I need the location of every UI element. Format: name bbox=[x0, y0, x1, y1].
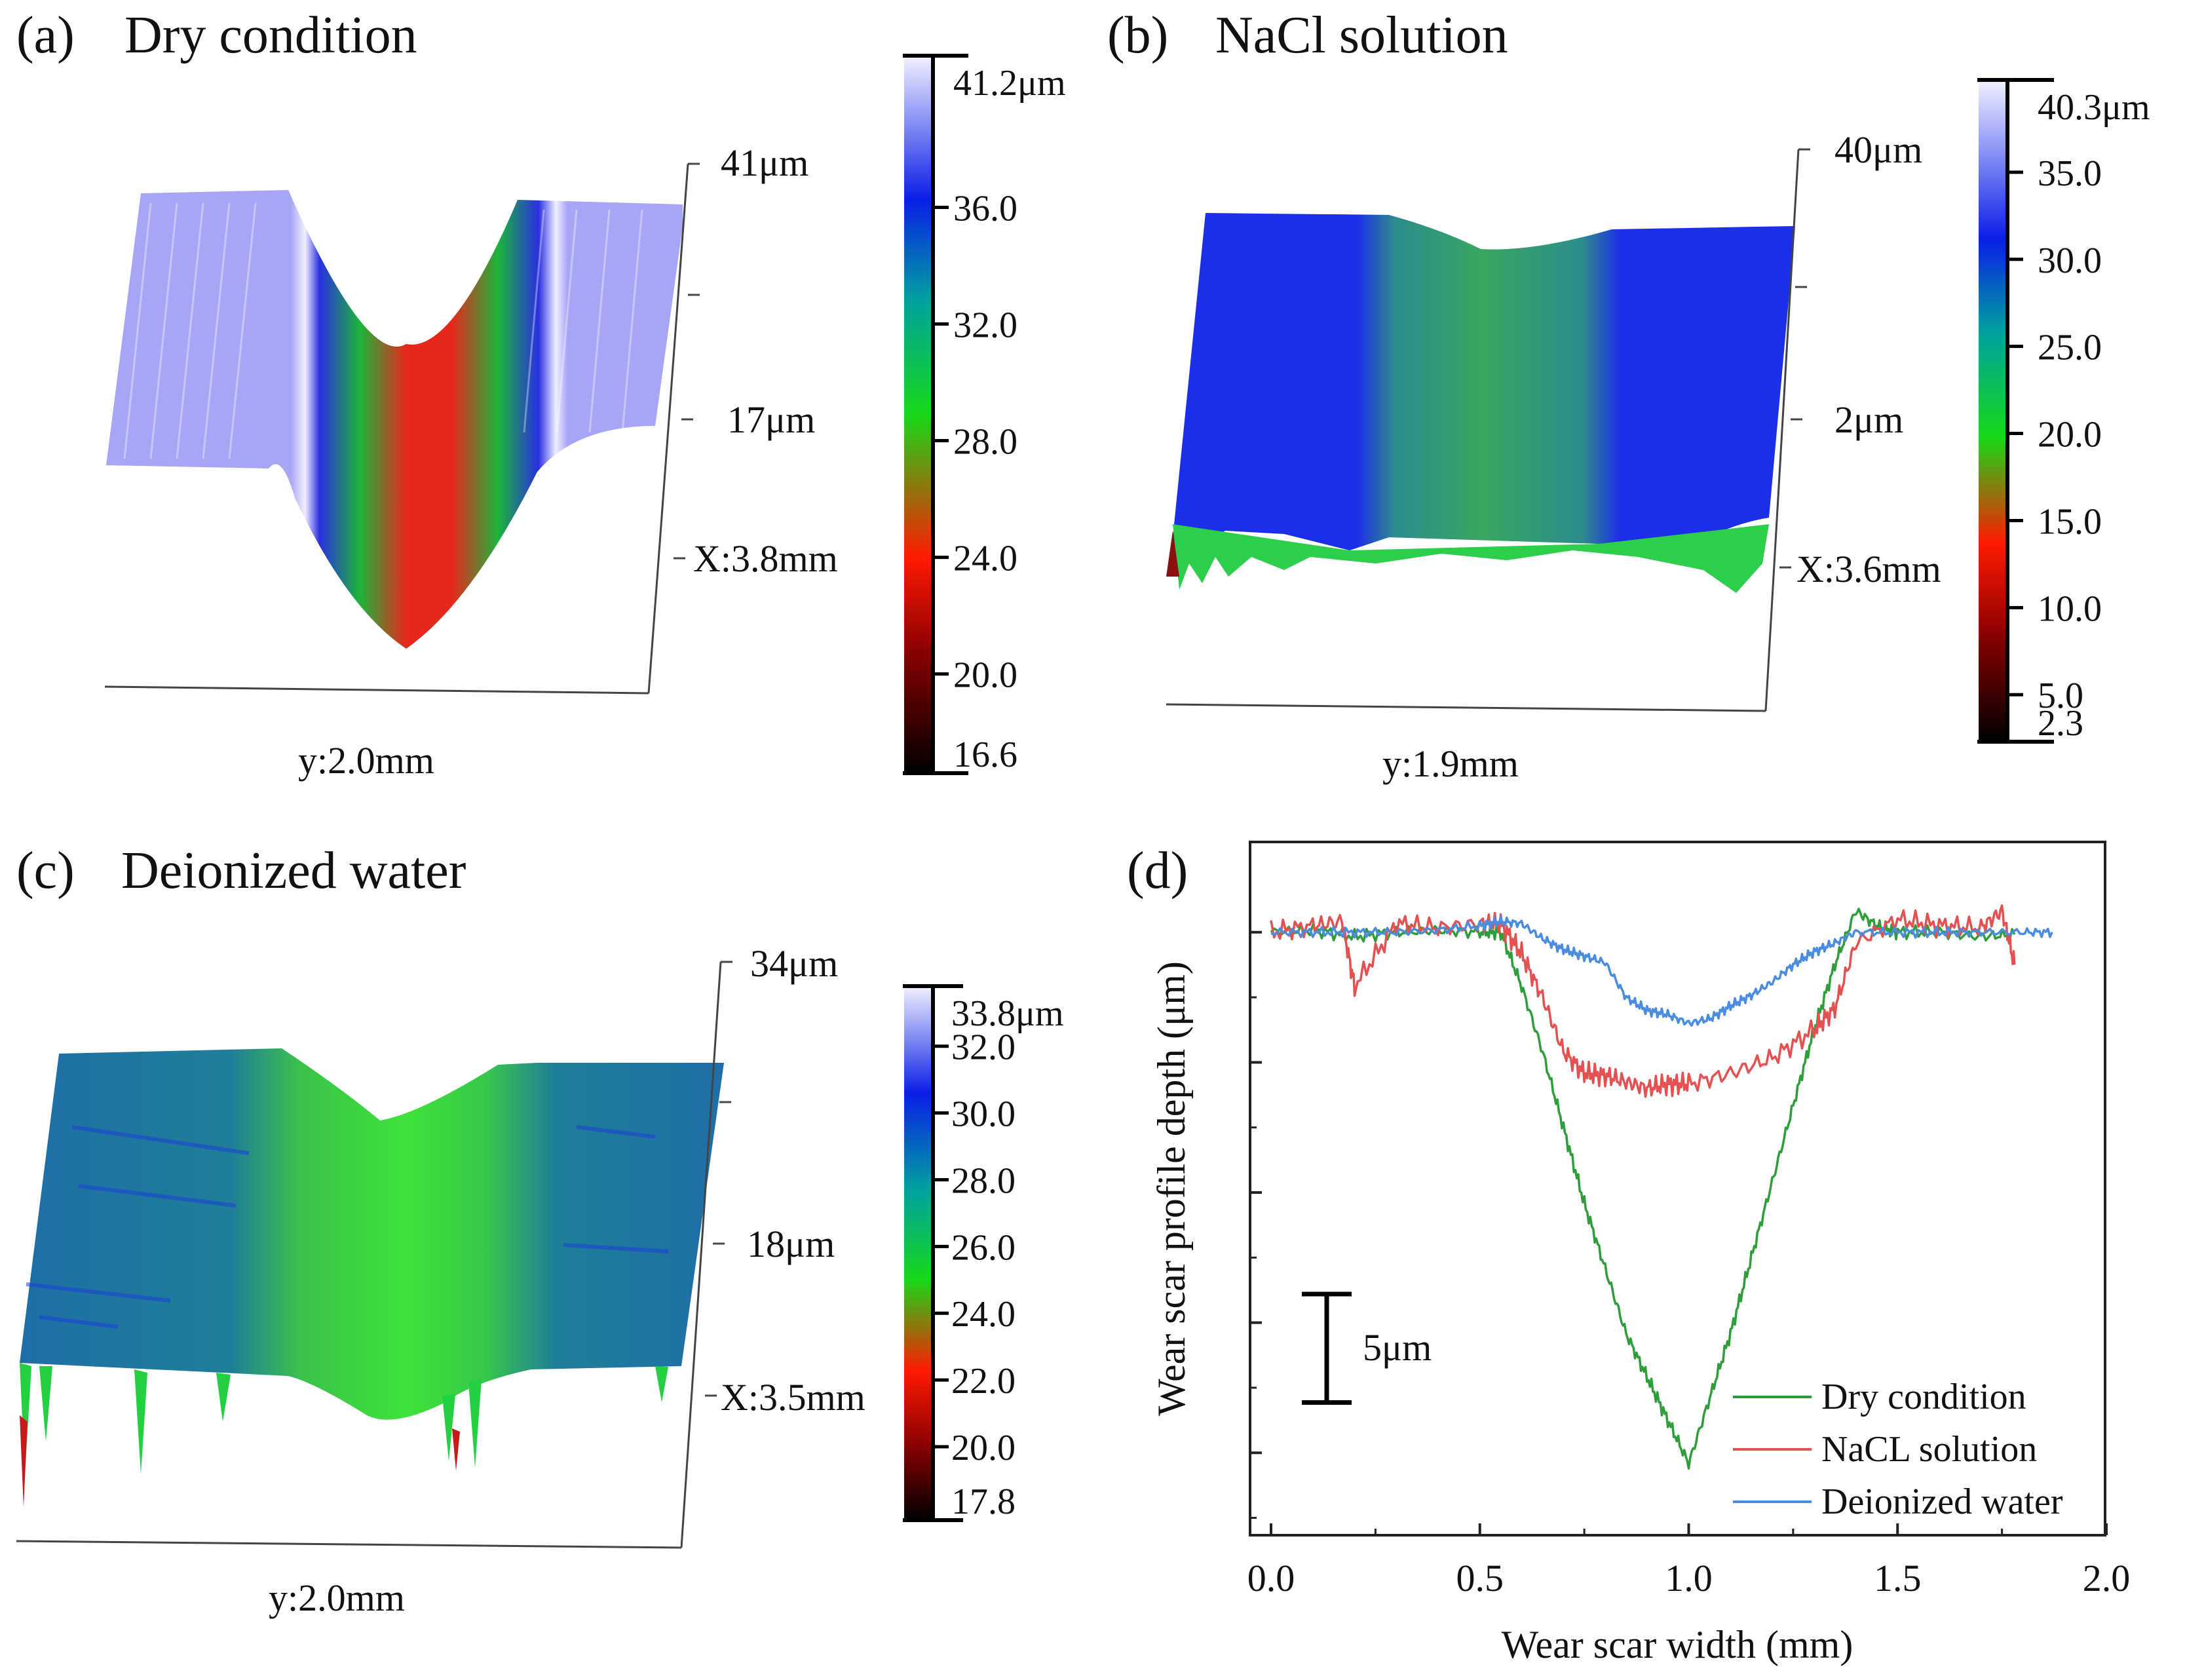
panel-c-letter: (c) bbox=[16, 842, 75, 900]
panel-d-x-axis-title: Wear scar width (mm) bbox=[1502, 1623, 1853, 1666]
panel-c-red-spikes bbox=[20, 1415, 460, 1507]
panel-b-colorbar-tick-label: 20.0 bbox=[2038, 415, 2102, 455]
panel-c-colorbar-max-label: 33.8μm bbox=[951, 993, 1064, 1034]
panel-b-z-mid: 2μm bbox=[1834, 398, 1903, 441]
panel-c-colorbar-tick-label: 30.0 bbox=[951, 1094, 1016, 1135]
panel-a-colorbar-tick-label: 20.0 bbox=[953, 655, 1017, 696]
panel-c: (c) Deionized water 34μm 18μm X:3.5mm y:… bbox=[16, 842, 1064, 1619]
panel-d-x-tick-label: 0.5 bbox=[1456, 1557, 1504, 1599]
panel-b-colorbar-tick-label: 35.0 bbox=[2038, 153, 2102, 194]
panel-c-title: Deionized water bbox=[121, 842, 466, 900]
panel-b-surface bbox=[1169, 213, 1795, 570]
panel-c-z-mid: 18μm bbox=[747, 1223, 835, 1265]
panel-b-colorbar-tick-label: 25.0 bbox=[2038, 328, 2102, 368]
panel-a-title: Dry condition bbox=[124, 7, 417, 64]
panel-c-colorbar-tick-label: 24.0 bbox=[951, 1294, 1016, 1335]
panel-c-y-label: y:2.0mm bbox=[269, 1576, 405, 1619]
panel-d-scale-bar-label: 5μm bbox=[1363, 1326, 1432, 1369]
panel-a-colorbar-tick-label: 36.0 bbox=[953, 188, 1017, 229]
panel-c-z-top: 34μm bbox=[750, 942, 838, 985]
panel-a-z-mid: 17μm bbox=[727, 398, 815, 441]
panel-a-colorbar-tick-label: 16.6 bbox=[953, 735, 1017, 775]
panel-a-y-label: y:2.0mm bbox=[298, 739, 434, 782]
panel-a-axes bbox=[104, 162, 700, 695]
panel-b-colorbar-max-label: 40.3μm bbox=[2038, 87, 2150, 128]
panel-d-letter: (d) bbox=[1127, 842, 1188, 900]
panel-d: (d) 0.0 0.5 1.0 1.5 2.0 Wear scar width (mm)… bbox=[1127, 841, 2131, 1666]
panel-c-x-label: X:3.5mm bbox=[721, 1376, 865, 1419]
panel-a-colorbar-tick-label: 28.0 bbox=[953, 422, 1017, 463]
panel-b-spike bbox=[1166, 531, 1179, 577]
panel-d-plot-frame bbox=[1249, 841, 2106, 1537]
panel-c-colorbar-tick-label: 22.0 bbox=[951, 1361, 1016, 1402]
panel-b-y-label: y:1.9mm bbox=[1382, 742, 1519, 785]
panel-d-legend-label: Deionized water bbox=[1821, 1481, 2063, 1522]
panel-b-fringe bbox=[1173, 524, 1769, 593]
panel-b-colorbar-ticks: 40.3μm 35.0 30.0 25.0 20.0 15.0 10.0 5.02.3 bbox=[2007, 87, 2150, 744]
panel-d-x-tick-label: 1.5 bbox=[1874, 1557, 1922, 1599]
panel-b-colorbar-tick-label: 5.0 bbox=[2038, 676, 2083, 716]
panel-b-colorbar bbox=[1979, 80, 2006, 742]
panel-c-colorbar bbox=[904, 986, 932, 1520]
panel-b-x-label: X:3.6mm bbox=[1796, 548, 1941, 590]
panel-d-series bbox=[1270, 904, 2053, 1470]
panel-c-surface bbox=[20, 1048, 724, 1420]
panel-a-colorbar bbox=[904, 56, 932, 773]
panel-b-title: NaCl solution bbox=[1215, 7, 1508, 64]
panel-a-colorbar-max-label: 41.2μm bbox=[953, 63, 1066, 104]
panel-b-colorbar-tick-label: 30.0 bbox=[2038, 240, 2102, 281]
panel-a-colorbar-ticks: 41.2μm 36.0 32.0 28.0 24.0 20.0 16.6 bbox=[933, 63, 1066, 775]
panel-a-surface bbox=[106, 190, 683, 649]
panel-d-series-line bbox=[1270, 915, 2053, 1027]
panel-c-colorbar-tick-label: 17.8 bbox=[951, 1481, 1016, 1522]
panel-d-x-tick-label: 0.0 bbox=[1247, 1557, 1295, 1599]
panel-c-colorbar-tick-label: 32.0 bbox=[951, 1027, 1016, 1068]
panel-c-colorbar-tick-label: 26.0 bbox=[951, 1227, 1016, 1268]
panel-d-x-axis: 0.0 0.5 1.0 1.5 2.0 bbox=[1247, 1523, 2131, 1599]
panel-a: (a) Dry condition 41μm 17μm X:3.8mm y:2.… bbox=[16, 7, 1066, 782]
panel-d-legend-label: Dry condition bbox=[1821, 1377, 2026, 1417]
panel-a-colorbar-tick-label: 24.0 bbox=[953, 539, 1017, 579]
panel-d-x-tick-label: 1.0 bbox=[1665, 1557, 1713, 1599]
panel-c-colorbar-tick-label: 20.0 bbox=[951, 1428, 1016, 1468]
panel-d-y-axis-title: Wear scar profile depth (μm) bbox=[1150, 961, 1193, 1416]
panel-c-colorbar-tick-label: 28.0 bbox=[951, 1160, 1016, 1201]
panel-b-colorbar-tick-label: 10.0 bbox=[2038, 588, 2102, 629]
panel-b-axes bbox=[1166, 148, 1810, 712]
panel-a-z-top: 41μm bbox=[721, 142, 808, 184]
panel-c-axes bbox=[16, 961, 732, 1549]
panel-d-x-tick-label: 2.0 bbox=[2083, 1557, 2131, 1599]
panel-c-streaks bbox=[26, 1125, 669, 1329]
panel-a-streaks bbox=[123, 202, 643, 459]
panel-a-x-label: X:3.8mm bbox=[693, 537, 838, 580]
panel-d-scale-bar: 5μm bbox=[1302, 1291, 1432, 1405]
panel-b: (b) NaCl solution 40μm 2μm X:3.6mm y:1.9… bbox=[1107, 7, 2150, 785]
panel-d-legend-label: NaCL solution bbox=[1821, 1429, 2037, 1470]
panel-b-colorbar-tick-label: 15.0 bbox=[2038, 501, 2102, 542]
panel-d-legend: Dry condition NaCL solution Deionized wate… bbox=[1733, 1377, 2063, 1522]
panel-a-letter: (a) bbox=[16, 7, 75, 64]
panel-b-colorbar-tick-label: 2.3 bbox=[2038, 703, 2083, 744]
panel-a-colorbar-tick-label: 32.0 bbox=[953, 305, 1017, 346]
panel-b-letter: (b) bbox=[1107, 7, 1168, 64]
panel-b-z-top: 40μm bbox=[1834, 128, 1922, 171]
panel-d-y-ticks bbox=[1250, 930, 1262, 1519]
panel-d-series-line bbox=[1270, 907, 2016, 1470]
panel-d-scale-bar-line bbox=[1302, 1291, 1352, 1405]
